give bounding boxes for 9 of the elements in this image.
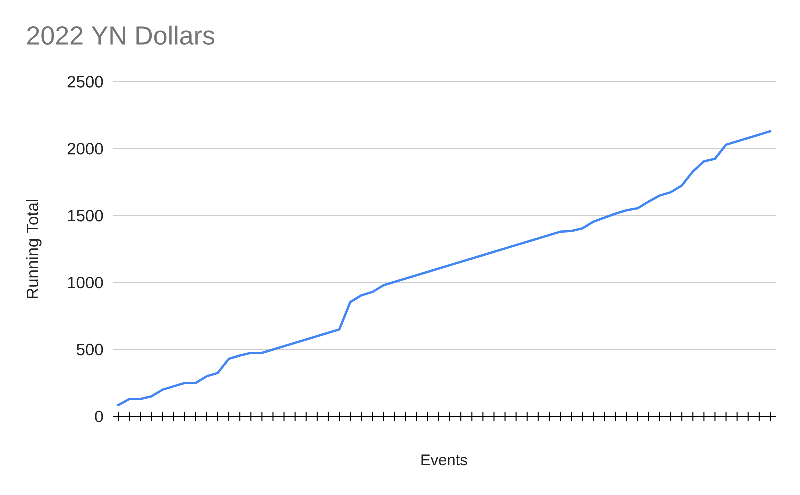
y-tick-label: 2000 bbox=[68, 143, 104, 155]
y-tick-label: 1500 bbox=[68, 210, 104, 222]
chart-title: 2022 YN Dollars bbox=[28, 26, 215, 45]
y-tick-label: 2500 bbox=[68, 76, 104, 88]
y-tick-label: 1000 bbox=[68, 276, 104, 289]
y-tick-label: 0 bbox=[95, 410, 104, 423]
x-axis-title: Events bbox=[422, 454, 468, 466]
y-axis-title: Running Total bbox=[26, 200, 42, 298]
y-tick-label: 500 bbox=[76, 344, 104, 356]
